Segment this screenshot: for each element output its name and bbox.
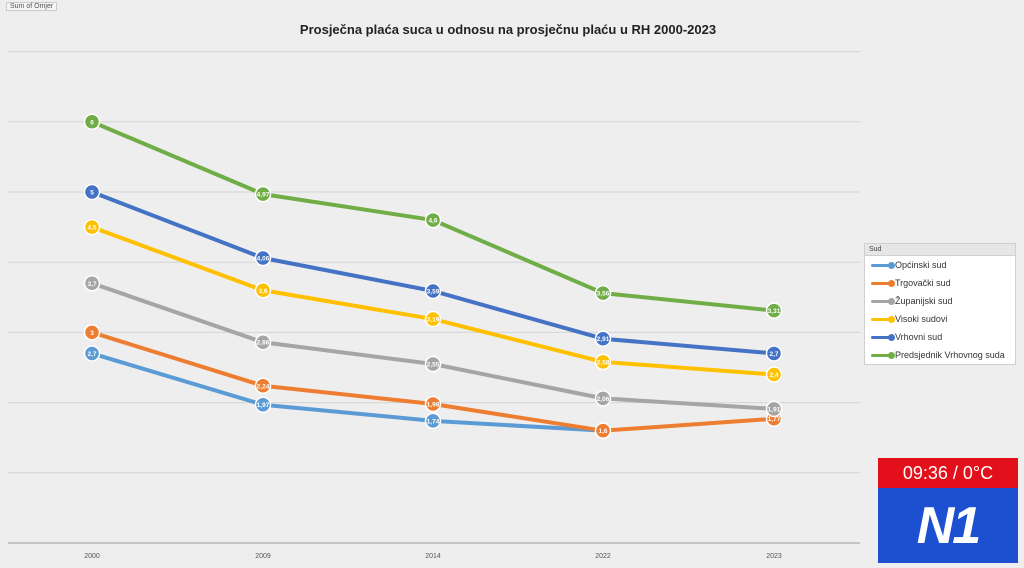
data-point (424, 211, 442, 229)
x-tick-label: 2023 (766, 553, 782, 560)
data-point (594, 390, 612, 407)
x-tick-label: 2009 (255, 553, 271, 560)
data-point (254, 185, 272, 203)
legend-swatch (871, 279, 895, 287)
data-label: 4,97 (257, 192, 270, 199)
data-label: 1,91 (768, 406, 781, 413)
x-tick-label: 2000 (84, 553, 100, 560)
data-point (594, 422, 612, 439)
data-label: 2,86 (257, 340, 270, 347)
data-point (424, 395, 442, 413)
legend-label: Trgovački sud (895, 278, 951, 288)
data-point (594, 330, 612, 347)
series-line (90, 351, 605, 433)
data-label: 4,5 (87, 225, 96, 232)
data-label: 3,56 (597, 291, 610, 298)
data-label: 1,74 (427, 418, 440, 425)
data-point (594, 284, 612, 302)
data-label: 2,7 (769, 351, 778, 358)
data-point (254, 396, 272, 413)
data-point (594, 353, 612, 371)
data-label: 2,58 (597, 359, 610, 366)
data-point (424, 355, 442, 373)
data-point (765, 345, 783, 362)
data-label: 2,06 (597, 396, 610, 403)
legend-swatch (871, 315, 895, 323)
data-label: 2,4 (769, 372, 778, 379)
data-label: 2,91 (597, 336, 610, 343)
data-label: 3,31 (768, 308, 781, 315)
data-label: 3,6 (258, 288, 267, 295)
data-point (83, 324, 101, 341)
chart-title: Prosječna plaća suca u odnosu na prosječ… (300, 22, 716, 37)
data-point (765, 366, 783, 383)
legend-item[interactable]: Općinski sud (865, 256, 1015, 274)
legend-title[interactable]: Sud (865, 244, 1015, 256)
x-tick-label: 2014 (425, 553, 441, 560)
series-visoki-sudovi: 4,5 3,6 3,19 2,58 2,4 (83, 218, 783, 383)
data-point (83, 113, 101, 131)
data-point (83, 345, 101, 362)
legend-item[interactable]: Predsjednik Vrhovnog suda (865, 346, 1015, 364)
x-tick-label: 2022 (595, 553, 611, 560)
n1-logo: N1 (878, 488, 1018, 563)
data-label: 1,97 (257, 402, 270, 409)
data-label: 5 (90, 190, 94, 197)
legend-item[interactable]: Vrhovni sud (865, 328, 1015, 346)
data-point (254, 377, 272, 395)
pivot-field-button[interactable]: Sum of Omjer (6, 2, 58, 11)
series-predsjednik-vrhovnog-suda: 6 4,97 4,6 3,56 3,31 (83, 113, 783, 319)
data-label: 6 (90, 119, 94, 126)
data-label: 4,06 (257, 255, 270, 262)
series--upanijski-sud: 3,7 2,86 2,55 2,06 1,91 (83, 275, 783, 418)
series-op-inski-sud: 2,7 1,97 1,74 1,6 (83, 345, 612, 439)
data-label: 1,77 (768, 416, 781, 423)
legend-item[interactable]: Visoki sudovi (865, 310, 1015, 328)
data-label: 3 (90, 330, 94, 337)
legend-label: Vrhovni sud (895, 332, 943, 342)
data-label: 1,6 (598, 428, 607, 435)
legend-swatch (871, 297, 895, 305)
legend: Sud Općinski sud Trgovački sud Županijski … (864, 243, 1016, 365)
series-vrhovni-sud: 5 4,06 3,59 2,91 2,7 (83, 183, 783, 362)
data-point (254, 282, 272, 299)
data-point (254, 333, 272, 351)
legend-swatch (871, 351, 895, 359)
legend-swatch (871, 261, 895, 269)
data-label: 1,98 (427, 402, 440, 409)
data-label: 3,59 (427, 288, 440, 295)
data-point (765, 302, 783, 319)
data-label: 2,24 (257, 383, 270, 390)
legend-label: Visoki sudovi (895, 314, 948, 324)
legend-swatch (871, 333, 895, 341)
legend-label: Predsjednik Vrhovnog suda (895, 350, 1005, 360)
legend-item[interactable]: Županijski sud (865, 292, 1015, 310)
data-label: 3,19 (427, 317, 440, 324)
data-point (83, 183, 101, 201)
data-label: 3,7 (87, 281, 96, 288)
data-point (83, 218, 101, 236)
data-label: 4,6 (428, 218, 437, 225)
data-label: 2,55 (427, 361, 440, 368)
data-point (254, 249, 272, 267)
legend-item[interactable]: Trgovački sud (865, 274, 1015, 292)
legend-label: Županijski sud (895, 296, 953, 306)
data-point (424, 282, 442, 300)
data-point (765, 400, 783, 418)
legend-label: Općinski sud (895, 260, 947, 270)
clock-temperature-badge: 09:36 / 0°C (878, 458, 1018, 488)
data-point (424, 310, 442, 328)
data-point (83, 275, 101, 292)
data-point (424, 412, 442, 430)
data-label: 2,7 (87, 351, 96, 358)
